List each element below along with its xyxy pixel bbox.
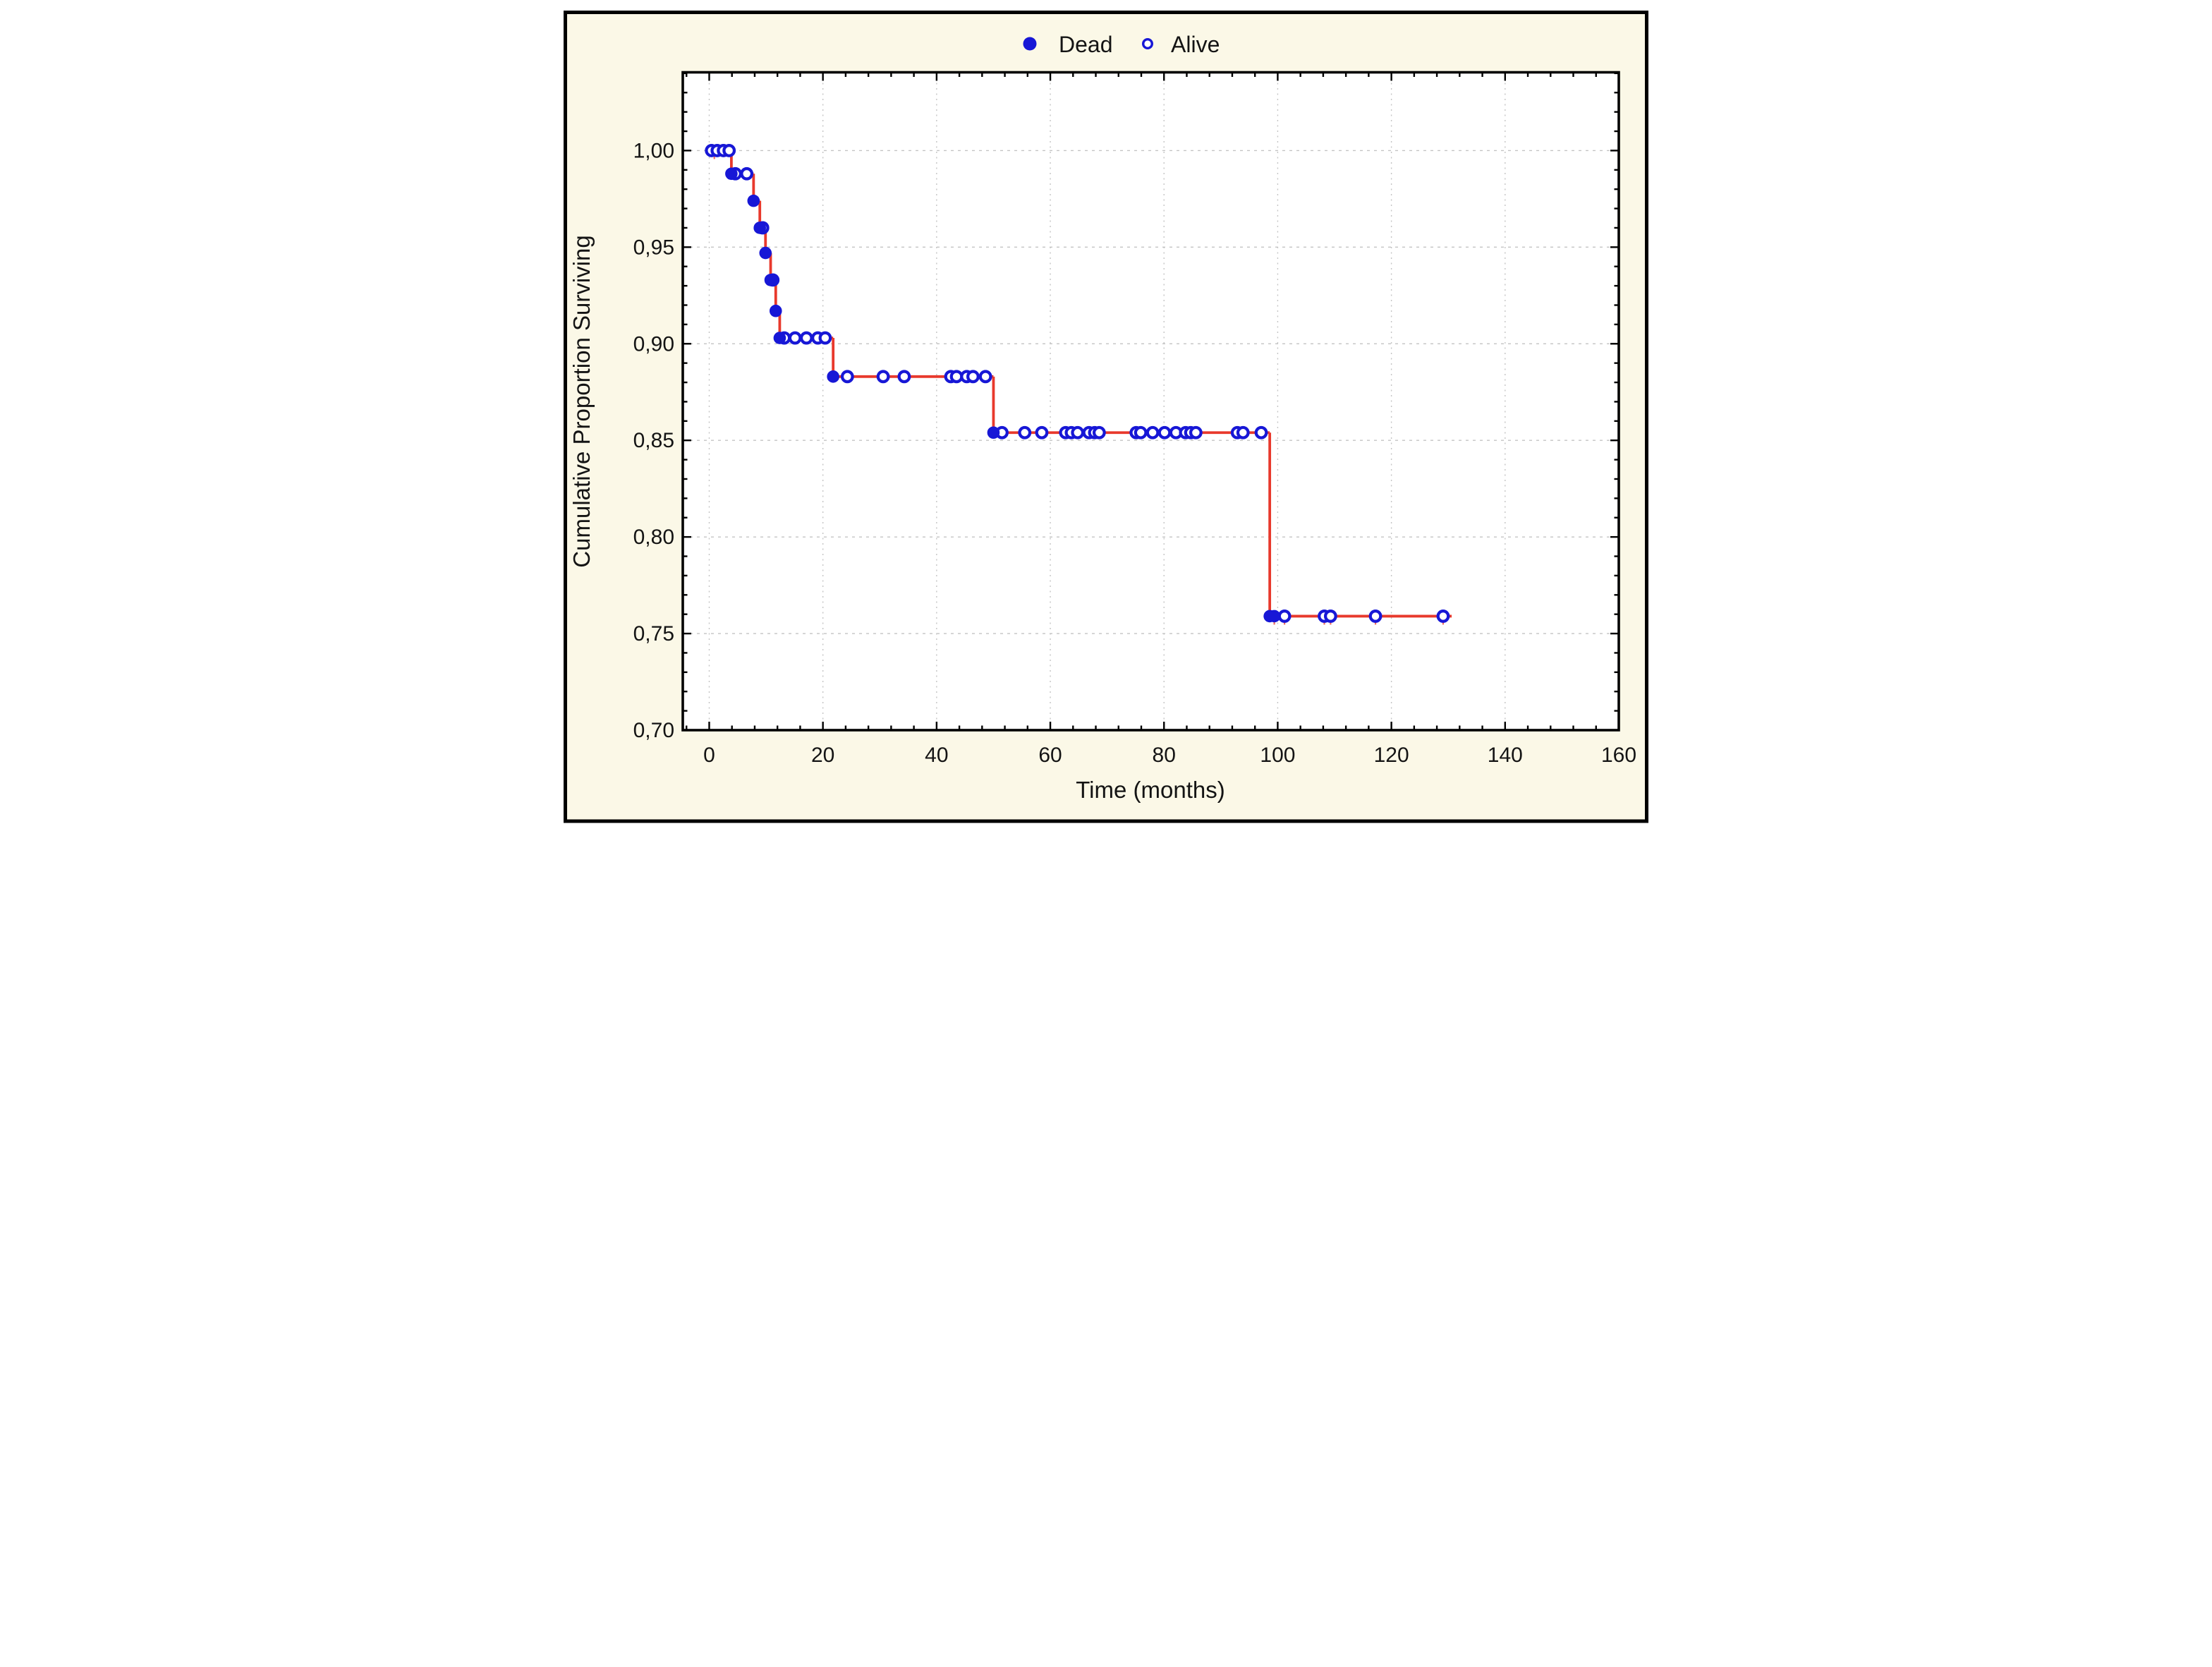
legend-dead-marker-icon — [1023, 37, 1037, 51]
x-axis-title: Time (months) — [1076, 777, 1224, 803]
y-tick-label: 0,95 — [633, 236, 674, 259]
death-marker — [759, 246, 772, 260]
data-markers — [705, 144, 1450, 623]
y-tick-label: 0,85 — [633, 429, 674, 452]
censored-marker — [1368, 610, 1382, 623]
death-marker — [753, 222, 767, 234]
censored-marker — [1146, 425, 1160, 440]
legend: Dead Alive — [1023, 32, 1220, 57]
censored-marker — [1436, 610, 1450, 623]
censored-marker — [1254, 425, 1268, 440]
legend-alive-label: Alive — [1171, 32, 1220, 57]
axis-ticks — [683, 72, 1619, 730]
death-marker — [1268, 610, 1281, 623]
censored-marker — [1189, 425, 1203, 440]
x-tick-label: 120 — [1374, 744, 1409, 767]
censored-marker — [799, 331, 813, 345]
y-tick-label: 0,70 — [633, 719, 674, 742]
y-tick-label: 0,90 — [633, 332, 674, 356]
x-tick-label: 140 — [1488, 744, 1523, 767]
censored-marker — [840, 370, 854, 384]
censored-marker — [740, 166, 754, 181]
death-marker — [725, 167, 738, 181]
censored-marker — [722, 144, 736, 157]
x-tick-label: 40 — [925, 744, 948, 767]
x-tick-label: 20 — [811, 744, 834, 767]
censored-marker — [1277, 610, 1292, 623]
km-chart: 0 20 40 60 80 100 120 140 160 0,70 0,75 0,80 0,85 0,9… — [564, 11, 1648, 823]
x-tick-label: 60 — [1038, 744, 1062, 767]
legend-alive-marker-icon — [1142, 38, 1154, 50]
death-marker — [764, 274, 777, 286]
death-marker — [827, 370, 839, 383]
censored-marker — [1035, 425, 1049, 440]
x-tick-label: 80 — [1153, 744, 1176, 767]
censored-marker — [1018, 425, 1032, 440]
censored-marker — [1134, 425, 1148, 440]
death-marker — [747, 194, 760, 207]
censored-marker — [978, 370, 992, 384]
censored-marker — [966, 370, 980, 384]
death-marker — [987, 426, 1000, 440]
censored-marker — [1071, 425, 1085, 440]
censored-marker — [1323, 610, 1337, 623]
y-tick-label: 0,75 — [633, 622, 674, 645]
gridlines — [683, 72, 1619, 730]
figure: 0 20 40 60 80 100 120 140 160 0,70 0,75 0,80 0,85 0,9… — [553, 0, 1659, 834]
legend-dead-label: Dead — [1059, 32, 1113, 57]
censored-marker — [897, 370, 911, 384]
y-axis-title: Cumulative Proportion Surviving — [569, 235, 595, 567]
plot-area — [683, 72, 1619, 730]
censored-marker — [1092, 425, 1106, 440]
x-tick-label: 0 — [703, 744, 715, 767]
x-tick-label: 100 — [1260, 744, 1295, 767]
y-tick-label: 0,80 — [633, 526, 674, 549]
censored-marker — [1236, 425, 1250, 440]
x-tick-label: 160 — [1601, 744, 1636, 767]
y-tick-label: 1,00 — [633, 139, 674, 162]
death-marker — [773, 332, 786, 344]
death-marker — [769, 304, 782, 317]
censored-marker — [876, 370, 890, 384]
censored-marker — [1157, 425, 1172, 440]
censored-marker — [788, 331, 802, 345]
tick-labels: 0 20 40 60 80 100 120 140 160 0,70 0,75 0,80 0,85 0,9… — [633, 139, 1636, 767]
censored-marker — [818, 331, 832, 345]
